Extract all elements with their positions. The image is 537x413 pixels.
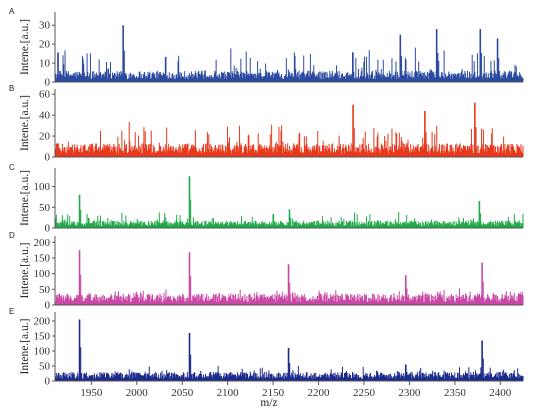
x-tick-label: 2250 [353, 387, 376, 399]
y-tick-label: 150 [34, 331, 51, 343]
y-tick-label: 200 [34, 316, 51, 328]
panel-a: A Intene.[a.u.] 0 10 20 30 [9, 7, 524, 89]
panel-letter: C [9, 163, 15, 172]
x-tick-label: 2350 [444, 387, 467, 399]
spectrum-trace [54, 122, 524, 157]
x-axis-label: m/z [260, 397, 277, 409]
x-tick-label: 2150 [262, 387, 285, 399]
x-tick-label: 2300 [398, 387, 421, 399]
y-tick-label: 100 [34, 268, 51, 280]
y-tick-label: 0 [45, 77, 51, 89]
y-tick-label: 50 [39, 202, 51, 214]
x-tick-label: 2050 [171, 387, 194, 399]
x-tick-label: 2400 [489, 387, 512, 399]
y-axis-label: Intene.[a.u.] [19, 95, 31, 151]
y-tick-label: 100 [34, 346, 51, 358]
y-tick-label: 0 [45, 300, 51, 312]
x-tick-label: 2100 [217, 387, 240, 399]
x-tick-label: 2200 [308, 387, 331, 399]
y-tick-label: 50 [39, 361, 51, 373]
y-tick-label: 30 [39, 20, 51, 32]
y-tick-label: 10 [39, 58, 51, 70]
x-axis: 1950 2000 2050 2100 2150 2200 2250 2300 2350 2400… [80, 381, 512, 409]
spectrum-trace [54, 46, 524, 82]
x-tick-label: 1950 [80, 387, 103, 399]
y-tick-label: 40 [39, 110, 51, 122]
y-tick-label: 0 [45, 152, 51, 164]
panel-letter: E [9, 307, 14, 316]
y-tick-label: 100 [34, 181, 51, 193]
noise-trace [54, 122, 524, 157]
y-tick-label: 150 [34, 252, 51, 264]
panel-letter: D [9, 231, 15, 240]
y-tick-label: 200 [34, 237, 51, 249]
x-tick-label: 2000 [126, 387, 149, 399]
y-axis-label: Intene.[a.u.] [19, 243, 31, 299]
noise-trace [54, 46, 524, 82]
panel-letter: B [9, 84, 14, 93]
panel-letter: A [9, 7, 15, 16]
y-tick-label: 20 [39, 39, 51, 51]
y-axis-label: Intene.[a.u.] [19, 319, 31, 375]
y-axis-label: Intene.[a.u.] [19, 19, 31, 75]
y-tick-label: 60 [39, 89, 51, 101]
panel-d: D Intene.[a.u.] 0 50 100 150 200 [9, 231, 524, 312]
panel-e: E Intene.[a.u.] 0 50 100 150 200 [9, 307, 524, 388]
y-tick-label: 0 [45, 223, 51, 235]
y-tick-label: 20 [39, 131, 51, 143]
y-axis-label: Intene.[a.u.] [19, 170, 31, 226]
panel-c: C Intene.[a.u.] 0 50 100 [9, 163, 524, 235]
panel-b: B Intene.[a.u.] 0 20 40 60 [9, 84, 524, 164]
y-tick-label: 0 [45, 376, 51, 388]
y-tick-label: 50 [39, 284, 51, 296]
